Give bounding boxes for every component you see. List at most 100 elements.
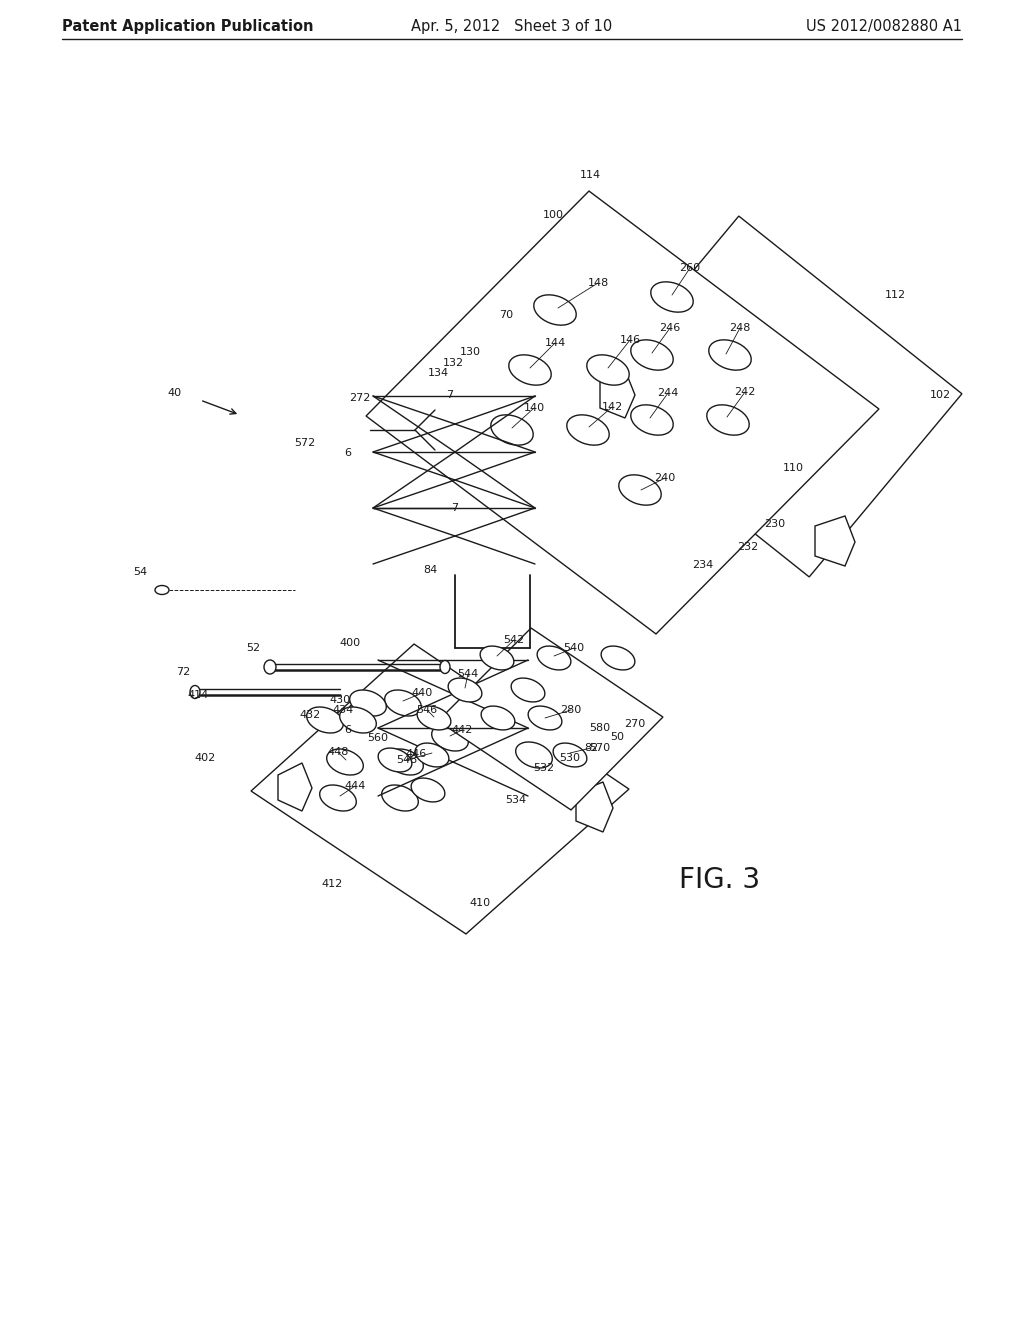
Text: 82: 82 (584, 743, 598, 752)
Text: 560: 560 (368, 733, 388, 743)
Text: FIG. 3: FIG. 3 (680, 866, 761, 894)
Ellipse shape (481, 706, 515, 730)
Text: 270: 270 (625, 719, 645, 729)
Text: Patent Application Publication: Patent Application Publication (62, 20, 313, 34)
Ellipse shape (155, 586, 169, 594)
Ellipse shape (440, 660, 450, 673)
Text: 244: 244 (657, 388, 679, 399)
Text: 240: 240 (654, 473, 676, 483)
Ellipse shape (432, 725, 468, 751)
Ellipse shape (306, 708, 343, 733)
Ellipse shape (387, 748, 423, 775)
Text: 110: 110 (782, 463, 804, 473)
Text: 448: 448 (328, 747, 349, 756)
Text: 530: 530 (559, 752, 581, 763)
Text: 412: 412 (322, 879, 343, 888)
Polygon shape (575, 781, 613, 832)
Ellipse shape (618, 475, 662, 506)
Ellipse shape (382, 785, 419, 810)
Text: 50: 50 (610, 733, 624, 742)
Ellipse shape (601, 645, 635, 671)
Ellipse shape (709, 339, 752, 370)
Ellipse shape (707, 405, 750, 436)
Text: 400: 400 (339, 638, 360, 648)
Text: 414: 414 (187, 690, 209, 700)
Text: 84: 84 (423, 565, 437, 576)
Text: 570: 570 (590, 743, 610, 752)
Text: 272: 272 (349, 393, 371, 403)
Text: 540: 540 (563, 643, 585, 653)
Text: 446: 446 (406, 748, 427, 759)
Text: 6: 6 (344, 725, 351, 735)
Text: 440: 440 (412, 688, 432, 698)
Text: 70: 70 (499, 310, 513, 319)
Text: 432: 432 (299, 710, 321, 719)
Polygon shape (366, 191, 879, 634)
Text: 144: 144 (545, 338, 565, 348)
Text: 72: 72 (176, 667, 190, 677)
Text: 246: 246 (659, 323, 681, 333)
Text: 534: 534 (506, 795, 526, 805)
Text: 54: 54 (133, 568, 147, 577)
Ellipse shape (378, 748, 412, 772)
Text: 7: 7 (446, 389, 454, 400)
Polygon shape (265, 657, 615, 920)
Ellipse shape (480, 645, 514, 671)
Ellipse shape (516, 742, 552, 768)
Ellipse shape (553, 743, 587, 767)
Text: 230: 230 (765, 519, 785, 529)
Ellipse shape (651, 282, 693, 312)
Text: 442: 442 (452, 725, 473, 735)
Text: 248: 248 (729, 323, 751, 333)
Polygon shape (598, 228, 950, 565)
Ellipse shape (566, 414, 609, 445)
Polygon shape (251, 644, 629, 935)
Text: 6: 6 (344, 447, 351, 458)
Text: 232: 232 (737, 543, 759, 552)
Text: 546: 546 (417, 705, 437, 715)
Ellipse shape (349, 690, 386, 715)
Text: 430: 430 (330, 696, 350, 705)
Text: 402: 402 (195, 752, 216, 763)
Ellipse shape (631, 405, 673, 436)
Polygon shape (278, 763, 312, 810)
Polygon shape (449, 638, 653, 800)
Text: 242: 242 (734, 387, 756, 397)
Ellipse shape (385, 690, 421, 715)
Text: Apr. 5, 2012   Sheet 3 of 10: Apr. 5, 2012 Sheet 3 of 10 (412, 20, 612, 34)
Text: 148: 148 (588, 279, 608, 288)
Ellipse shape (509, 355, 551, 385)
Ellipse shape (587, 355, 629, 385)
Text: 260: 260 (680, 263, 700, 273)
Text: US 2012/0082880 A1: US 2012/0082880 A1 (806, 20, 962, 34)
Text: 542: 542 (504, 635, 524, 645)
Text: 130: 130 (460, 347, 480, 356)
Ellipse shape (340, 708, 376, 733)
Text: 52: 52 (246, 643, 260, 653)
Ellipse shape (538, 645, 570, 671)
Polygon shape (586, 216, 962, 577)
Ellipse shape (631, 339, 673, 370)
Text: 410: 410 (469, 898, 490, 908)
Text: 572: 572 (294, 438, 315, 447)
Text: 100: 100 (543, 210, 563, 220)
Polygon shape (600, 370, 635, 418)
Text: 234: 234 (692, 560, 714, 570)
Ellipse shape (190, 685, 200, 698)
Ellipse shape (417, 706, 451, 730)
Text: 112: 112 (885, 290, 905, 300)
Ellipse shape (264, 660, 276, 675)
Ellipse shape (449, 678, 482, 702)
Ellipse shape (511, 678, 545, 702)
Ellipse shape (528, 706, 562, 730)
Polygon shape (380, 205, 865, 620)
Text: 7: 7 (452, 503, 459, 513)
Text: 444: 444 (344, 781, 366, 791)
Text: 548: 548 (396, 755, 418, 766)
Text: 140: 140 (523, 403, 545, 413)
Text: 544: 544 (458, 669, 478, 678)
Text: 40: 40 (168, 388, 182, 399)
Ellipse shape (319, 785, 356, 810)
Text: 280: 280 (560, 705, 582, 715)
Text: 146: 146 (620, 335, 641, 345)
